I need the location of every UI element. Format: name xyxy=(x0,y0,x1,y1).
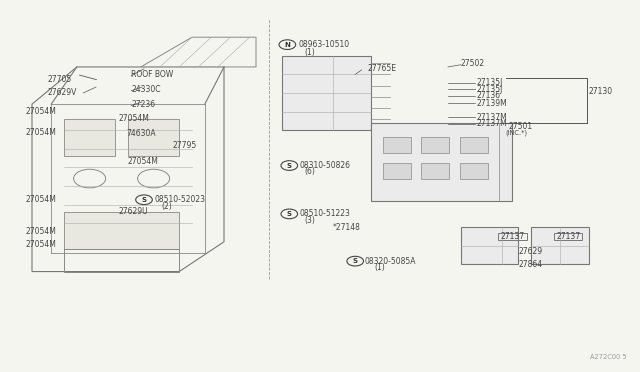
Text: 27135J: 27135J xyxy=(477,85,503,94)
Text: 27137M: 27137M xyxy=(477,113,508,122)
Text: 27054M: 27054M xyxy=(26,240,56,249)
Text: 27629U: 27629U xyxy=(118,207,148,216)
Text: N: N xyxy=(284,42,291,48)
Text: 74630A: 74630A xyxy=(127,129,156,138)
FancyBboxPatch shape xyxy=(282,56,371,130)
Text: 27629V: 27629V xyxy=(48,88,77,97)
Text: 27054M: 27054M xyxy=(26,128,56,137)
Text: S: S xyxy=(141,197,147,203)
Text: 27054M: 27054M xyxy=(26,107,56,116)
Text: 27054M: 27054M xyxy=(26,227,56,236)
FancyBboxPatch shape xyxy=(421,137,449,153)
Text: 27130: 27130 xyxy=(589,87,613,96)
Text: 27139M: 27139M xyxy=(477,99,508,108)
Text: 27629: 27629 xyxy=(518,247,543,256)
FancyBboxPatch shape xyxy=(421,163,449,179)
Text: ROOF BOW: ROOF BOW xyxy=(131,70,173,79)
Text: 24330C: 24330C xyxy=(131,85,161,94)
Text: *27148: *27148 xyxy=(333,223,361,232)
Text: A272C00 5: A272C00 5 xyxy=(591,354,627,360)
Text: S: S xyxy=(287,211,292,217)
Text: 27054M: 27054M xyxy=(128,157,159,166)
Text: (3): (3) xyxy=(305,216,316,225)
FancyBboxPatch shape xyxy=(460,137,488,153)
Text: 27795: 27795 xyxy=(173,141,197,150)
FancyBboxPatch shape xyxy=(371,123,512,201)
Text: (6): (6) xyxy=(305,167,316,176)
Text: 27765E: 27765E xyxy=(368,64,397,73)
Text: 27864: 27864 xyxy=(518,260,543,269)
Text: 27705: 27705 xyxy=(48,75,72,84)
Text: 27236: 27236 xyxy=(131,100,156,109)
Text: 27137: 27137 xyxy=(557,232,581,241)
Text: 08310-50826: 08310-50826 xyxy=(300,161,351,170)
Text: 08510-51223: 08510-51223 xyxy=(300,209,350,218)
FancyBboxPatch shape xyxy=(460,163,488,179)
FancyBboxPatch shape xyxy=(383,137,411,153)
Text: 08510-52023: 08510-52023 xyxy=(155,195,206,204)
FancyBboxPatch shape xyxy=(461,227,518,264)
Text: 27135J: 27135J xyxy=(477,78,503,87)
Text: 27502: 27502 xyxy=(461,60,485,68)
Text: S: S xyxy=(353,258,358,264)
Text: 27054M: 27054M xyxy=(26,195,56,203)
FancyBboxPatch shape xyxy=(64,212,179,249)
Text: (2): (2) xyxy=(161,202,172,211)
Text: 27137: 27137 xyxy=(500,232,525,241)
Text: 08320-5085A: 08320-5085A xyxy=(365,257,416,266)
Text: (1): (1) xyxy=(305,48,316,57)
Text: 27054M: 27054M xyxy=(118,114,149,123)
FancyBboxPatch shape xyxy=(531,227,589,264)
Text: (1): (1) xyxy=(374,263,385,272)
Text: 27137M: 27137M xyxy=(477,119,508,128)
Text: 08963-10510: 08963-10510 xyxy=(298,40,349,49)
Text: S: S xyxy=(287,163,292,169)
Text: 27136: 27136 xyxy=(477,92,501,100)
Text: 27501: 27501 xyxy=(509,122,533,131)
FancyBboxPatch shape xyxy=(383,163,411,179)
FancyBboxPatch shape xyxy=(128,119,179,156)
FancyBboxPatch shape xyxy=(64,119,115,156)
Text: (INC.*): (INC.*) xyxy=(506,129,528,136)
